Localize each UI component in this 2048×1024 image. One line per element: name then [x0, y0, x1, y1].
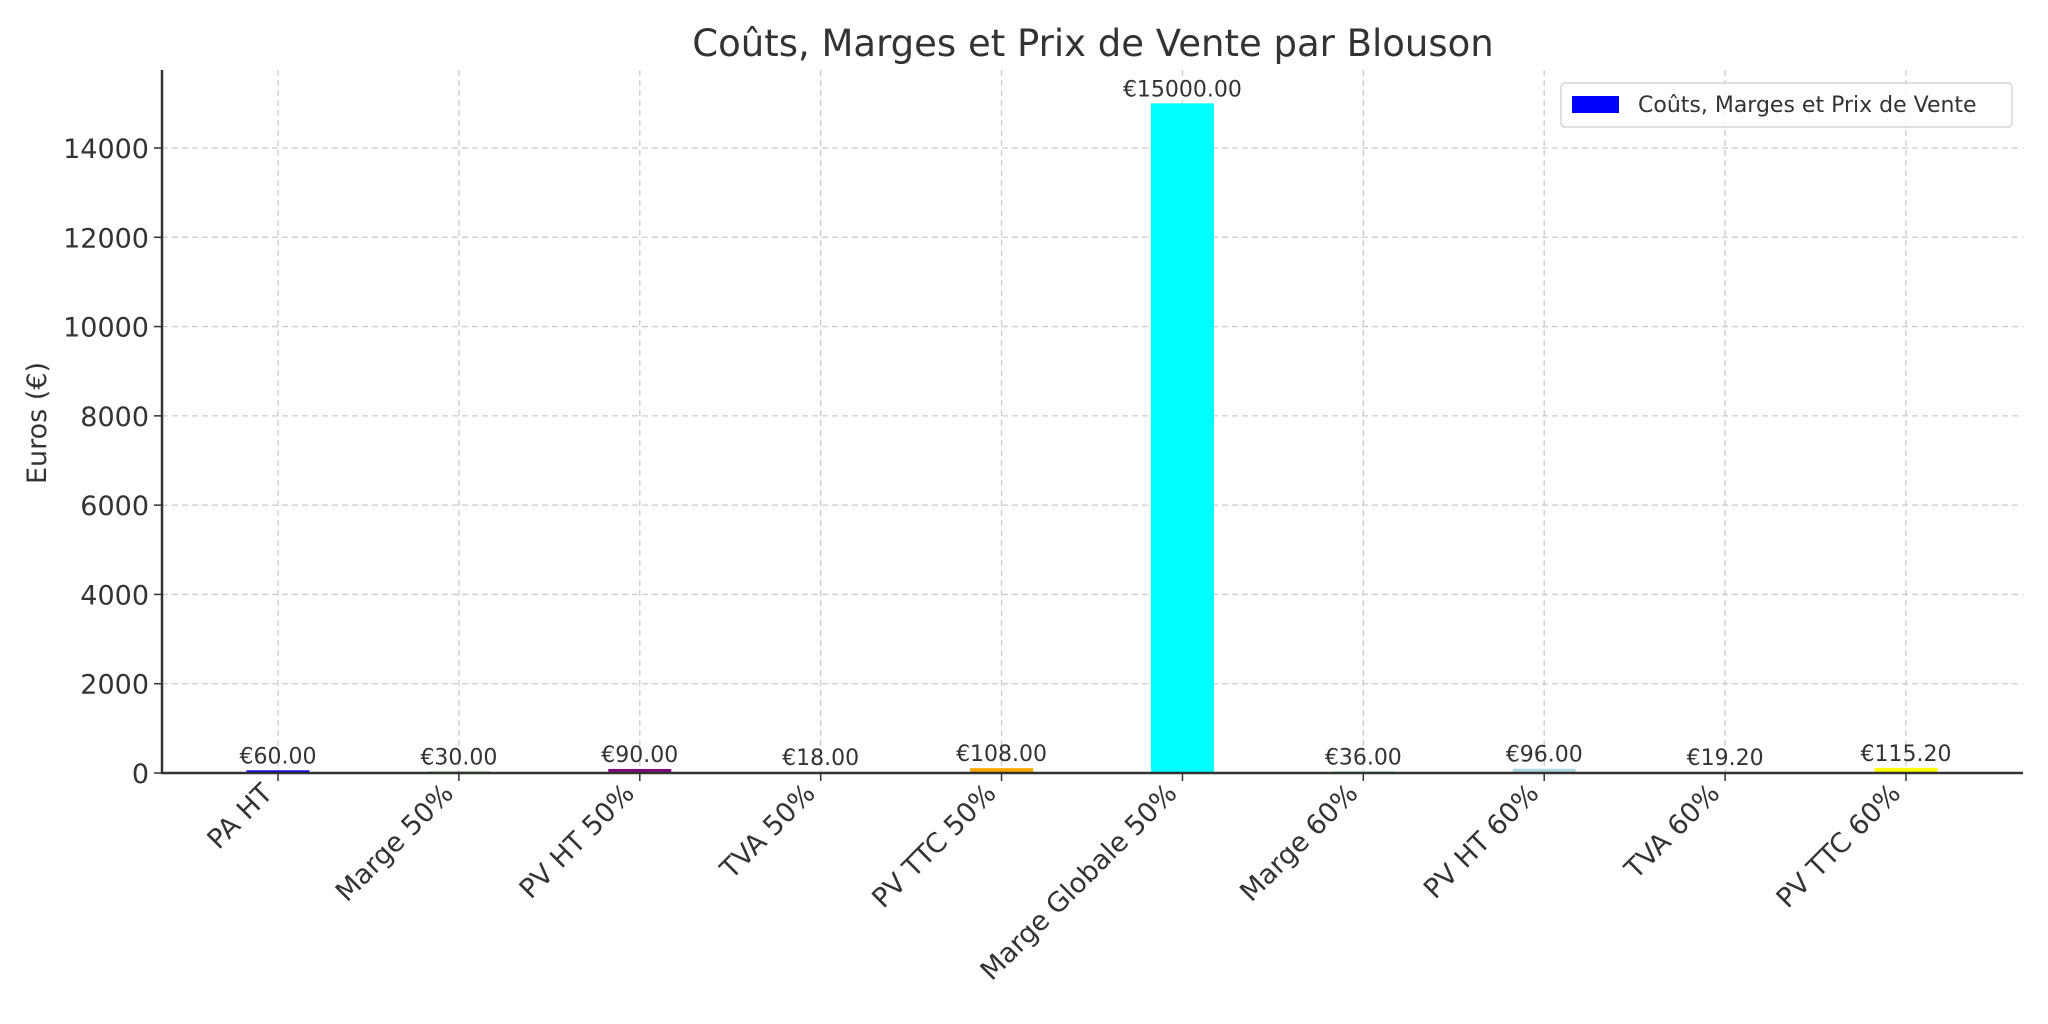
x-tick-label: TVA 50%: [714, 778, 822, 886]
x-tick-label: PA HT: [202, 778, 280, 856]
y-axis-ticks: 0 2000 4000 6000 8000 10000 12000 14000: [63, 134, 162, 790]
bar-value-label: €36.00: [1325, 745, 1402, 770]
y-tick-label: 8000: [80, 402, 149, 433]
y-tick-label: 4000: [80, 580, 149, 611]
x-tick-label: Marge 50%: [330, 778, 460, 908]
x-tick-label: TVA 60%: [1618, 778, 1726, 886]
x-tick-label: PV TTC 60%: [1771, 778, 1907, 914]
grid-lines: [162, 70, 2023, 773]
bar-value-label: €115.20: [1861, 742, 1952, 767]
bar-value-label: €96.00: [1506, 743, 1583, 768]
bar: [970, 768, 1034, 773]
bar-value-label: €108.00: [956, 742, 1047, 767]
legend-label: Coûts, Marges et Prix de Vente: [1638, 93, 1977, 118]
bar: [1874, 767, 1938, 773]
legend-box: [1560, 82, 2013, 128]
x-axis-ticks: PA HT Marge 50% PV HT 50% TVA 50% PV TTC 50%…: [202, 773, 1907, 987]
y-axis-label: Euros (€): [22, 362, 53, 484]
y-tick-label: 2000: [80, 670, 149, 701]
y-tick-label: 0: [132, 759, 149, 790]
bar-value-label: €19.20: [1687, 746, 1764, 771]
x-tick-label: PV HT 50%: [514, 778, 641, 905]
bar: [1150, 103, 1214, 774]
y-tick-label: 6000: [80, 491, 149, 522]
y-tick-label: 14000: [63, 134, 149, 165]
x-tick-label: PV TTC 50%: [866, 778, 1002, 914]
bar: [608, 768, 672, 773]
bar-value-label: €18.00: [782, 746, 859, 771]
bar: [246, 770, 310, 773]
y-tick-label: 12000: [63, 223, 149, 254]
axes: [160, 70, 2023, 775]
legend: Coûts, Marges et Prix de Vente: [1560, 82, 2013, 128]
y-tick-label: 10000: [63, 313, 149, 344]
x-tick-label: Marge 60%: [1234, 778, 1364, 908]
chart-title: Coûts, Marges et Prix de Vente par Blous…: [692, 22, 1493, 65]
legend-swatch: [1572, 96, 1619, 113]
bar: [1512, 768, 1576, 773]
bar-value-label: €15000.00: [1123, 77, 1242, 102]
bars: [246, 103, 1938, 774]
x-tick-label: Marge Globale 50%: [975, 778, 1184, 987]
x-tick-label: PV HT 60%: [1418, 778, 1545, 905]
bar-value-label: €30.00: [420, 746, 497, 771]
bar-value-label: €60.00: [240, 744, 317, 769]
value-labels: €60.00 €30.00 €90.00 €18.00 €108.00 €15000.00…: [240, 77, 1952, 771]
bar-value-label: €90.00: [601, 743, 678, 768]
